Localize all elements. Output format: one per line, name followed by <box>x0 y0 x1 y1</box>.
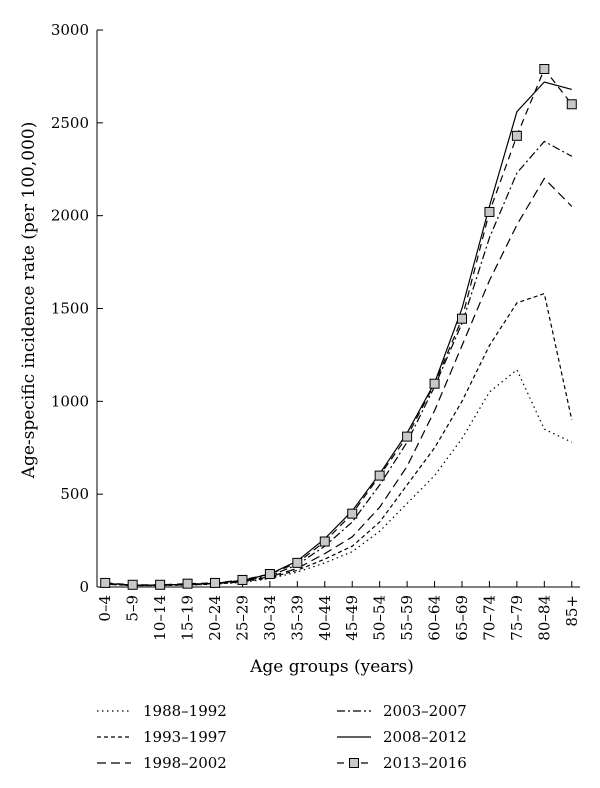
legend-label: 1998–2002 <box>143 754 227 772</box>
x-tick-label: 15–19 <box>179 595 197 641</box>
y-axis-label: Age-specific incidence rate (per 100,000… <box>19 122 39 480</box>
y-tick-label: 3000 <box>51 21 89 39</box>
x-axis-ticks: 0–4 5–9 10–14 15–19 20–24 25–29 30–34 35–39 40–4… <box>96 581 581 641</box>
y-tick-label: 1000 <box>51 392 89 410</box>
series-marker <box>347 508 358 519</box>
series-4 <box>105 140 573 586</box>
x-tick-label: 20–24 <box>206 595 224 641</box>
series-5 <box>105 81 572 586</box>
legend-entry: 2013–2016 <box>337 754 467 772</box>
series-marker <box>319 536 330 547</box>
x-tick-label: 45–49 <box>343 595 361 641</box>
series-marker <box>264 569 275 580</box>
y-tick-label: 1500 <box>51 300 89 318</box>
series-marker <box>402 431 413 442</box>
x-tick-label: 65–69 <box>453 595 471 641</box>
series-marker <box>182 578 193 589</box>
series-2 <box>105 292 573 587</box>
x-tick-label: 70–74 <box>480 595 498 641</box>
x-tick-label: 10–14 <box>151 595 169 641</box>
x-tick-label: 60–64 <box>426 595 444 641</box>
series-marker <box>429 378 440 389</box>
legend-entry: 1998–2002 <box>97 754 227 772</box>
series-marker <box>539 63 550 74</box>
x-tick-label: 25–29 <box>233 595 251 641</box>
x-tick-label: 50–54 <box>371 595 389 641</box>
legend-label: 2003–2007 <box>383 702 467 720</box>
series-marker <box>155 579 166 590</box>
x-tick-label: 5–9 <box>124 595 142 622</box>
legend-label: 2008–2012 <box>383 728 467 746</box>
legend-entry: 2008–2012 <box>337 728 467 746</box>
series-marker <box>292 557 303 568</box>
legend: 1988–1992 1993–1997 1998–2002 2003–2007 2008… <box>97 702 467 772</box>
x-tick-label: 35–39 <box>288 595 306 641</box>
legend-label: 1993–1997 <box>143 728 227 746</box>
legend-entry: 2003–2007 <box>337 702 467 720</box>
series-1 <box>105 368 573 587</box>
series-marker <box>456 313 467 324</box>
y-tick-label: 2000 <box>51 207 89 225</box>
series-marker <box>237 574 248 585</box>
series-marker <box>210 577 221 588</box>
y-axis-ticks: 0 500 1000 1500 2000 2500 3000 <box>51 21 103 596</box>
series-marker <box>511 130 522 141</box>
x-tick-label: 30–34 <box>261 595 279 641</box>
series-marker <box>127 579 138 590</box>
series-marker <box>374 470 385 481</box>
legend-label: 1988–1992 <box>143 702 227 720</box>
legend-entry: 1988–1992 <box>97 702 227 720</box>
chart-axes <box>96 30 580 588</box>
x-tick-label: 80–84 <box>535 595 553 641</box>
y-tick-label: 2500 <box>51 114 89 132</box>
x-tick-label: 75–79 <box>508 595 526 641</box>
series-marker <box>100 577 111 588</box>
x-tick-label: 0–4 <box>96 595 114 622</box>
y-tick-label: 0 <box>79 578 89 596</box>
series-line <box>105 368 573 587</box>
x-tick-label: 55–59 <box>398 595 416 641</box>
legend-marker <box>349 758 359 768</box>
plot-series <box>100 63 577 590</box>
y-tick-label: 500 <box>60 485 89 503</box>
x-tick-label: 40–44 <box>316 595 334 641</box>
series-6 <box>100 63 577 590</box>
x-axis-label: Age groups (years) <box>249 657 414 677</box>
series-line <box>105 81 572 586</box>
series-line <box>105 292 573 587</box>
legend-entry: 1993–1997 <box>97 728 227 746</box>
series-marker <box>566 99 577 110</box>
x-tick-label: 85+ <box>563 595 581 627</box>
legend-label: 2013–2016 <box>383 754 467 772</box>
series-marker <box>484 206 495 217</box>
series-line <box>105 140 573 586</box>
